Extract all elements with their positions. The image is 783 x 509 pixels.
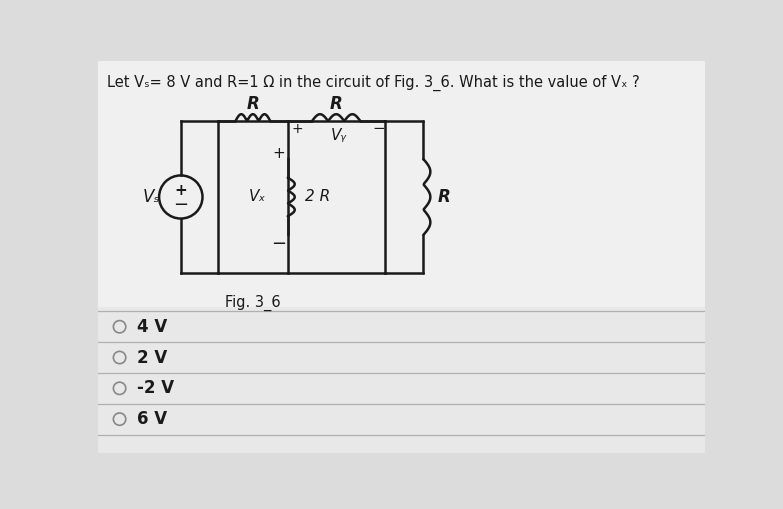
Text: 4 V: 4 V — [136, 318, 167, 336]
Text: +: + — [291, 122, 303, 136]
Text: Vᵧ: Vᵧ — [330, 127, 347, 143]
Text: R: R — [330, 95, 343, 113]
Text: +: + — [175, 183, 187, 199]
Bar — [98, 61, 705, 307]
Text: 2 R: 2 R — [305, 189, 330, 205]
Text: -2 V: -2 V — [136, 379, 174, 398]
Text: −: − — [372, 121, 384, 136]
Bar — [98, 307, 705, 453]
Text: −: − — [173, 195, 189, 214]
Text: R: R — [438, 188, 450, 206]
Text: Vₓ: Vₓ — [249, 189, 266, 205]
Text: Fig. 3_6: Fig. 3_6 — [225, 294, 280, 310]
Text: 2 V: 2 V — [136, 349, 167, 366]
Text: 6 V: 6 V — [136, 410, 167, 428]
Text: Vₛ: Vₛ — [143, 188, 161, 206]
Text: Let Vₛ= 8 V and R=1 Ω in the circuit of Fig. 3_6. What is the value of Vₓ ?: Let Vₛ= 8 V and R=1 Ω in the circuit of … — [107, 75, 640, 91]
Text: +: + — [272, 146, 285, 161]
Text: −: − — [271, 235, 286, 252]
Text: R: R — [247, 95, 259, 113]
